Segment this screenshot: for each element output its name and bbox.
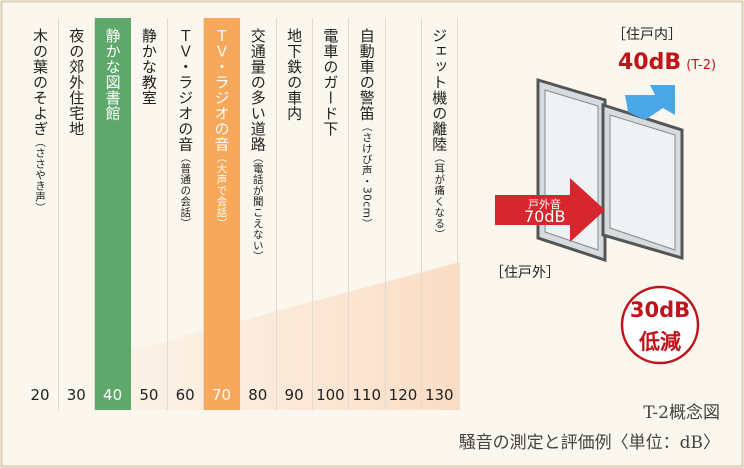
label-note: （電話が聞こえない） [251, 152, 264, 262]
column-label: ＴＶ・ラジオの音（普通の会話） [167, 28, 203, 229]
label-text: 電車のガード下 [321, 28, 340, 137]
label-text: ＴＶ・ラジオの音 [176, 28, 195, 152]
level-value: 130 [424, 386, 454, 404]
inside-level: 40dB (T-2) [618, 50, 716, 75]
outside-level: 70dB [524, 207, 566, 226]
label-text: 夜の郊外住宅地 [67, 28, 86, 137]
label-text: 地下鉄の車内 [285, 28, 304, 121]
label-note: （大声で会話） [215, 152, 228, 229]
reduction: 30dB [629, 298, 691, 322]
level-value: 20 [30, 386, 50, 404]
level-value: 30 [66, 386, 86, 404]
column-label: 自動車の警笛（さけび声・30cm） [349, 28, 385, 229]
label-text: ジェット機の離陸 [430, 28, 449, 152]
level-value: 90 [284, 386, 304, 404]
label-text: 静かな図書館 [103, 28, 122, 121]
column: 地下鉄の車内 90 [276, 18, 314, 410]
inside-label: ［住戸内］ [612, 27, 682, 43]
label-text: 自動車の警笛 [357, 28, 376, 121]
label-text: 交通量の多い道路 [248, 28, 267, 152]
column-label: ジェット機の離陸（耳が痛くなる） [421, 28, 457, 240]
label-text: 静かな教室 [139, 28, 158, 106]
column: ＴＶ・ラジオの音（大声で会話） 70 [203, 18, 240, 410]
inside-arrow [625, 85, 675, 120]
level-gradient [95, 262, 460, 410]
inside-level-value: 40dB [618, 50, 682, 75]
label-note: （さけび声・30cm） [360, 121, 373, 230]
caption-subtitle: 騒音の測定と評価例〈単位：dB〉 [458, 433, 720, 453]
column-label: 地下鉄の車内 [276, 28, 312, 121]
column: ＴＶ・ラジオの音（普通の会話） 60 [167, 18, 205, 410]
level-value: 110 [352, 386, 381, 404]
outside-label: 戸外音 [528, 198, 561, 211]
label-text: ＴＶ・ラジオの音 [212, 28, 231, 152]
level-value: 100 [316, 386, 345, 404]
column: 夜の郊外住宅地 30 [58, 18, 96, 410]
reduction-badge [620, 285, 700, 365]
column: 自動車の警笛（さけび声・30cm） 110 [349, 18, 386, 410]
column-label: 電車のガード下 [312, 28, 348, 137]
level-value: 40 [103, 386, 123, 404]
level-value: 120 [388, 386, 418, 404]
level-value: 50 [139, 386, 159, 404]
column-label: 木の葉のそよぎ（ささやき声） [22, 28, 58, 214]
inside-grade: (T-2) [686, 58, 717, 73]
label-note: （ささやき声） [34, 136, 46, 214]
column-label: 静かな図書館 [95, 28, 131, 121]
column: 交通量の多い道路（電話が聞こえない） 80 [240, 18, 277, 410]
label-note: （普通の会話） [179, 152, 192, 229]
column-label: 静かな教室 [131, 28, 167, 106]
window-glass [609, 114, 676, 251]
level-value: 70 [211, 386, 232, 404]
column: 静かな図書館 40 [94, 18, 131, 410]
column-label: ＴＶ・ラジオの音（大声で会話） [204, 28, 240, 229]
column: ジェット機の離陸（耳が痛くなる） 130 [421, 18, 459, 410]
caption-title: T-2概念図 [643, 403, 720, 423]
level-value: 60 [175, 386, 195, 404]
column: 木の葉のそよぎ（ささやき声） 20 [22, 18, 59, 410]
column-label: 夜の郊外住宅地 [58, 28, 94, 137]
reduction-word: 低減 [639, 330, 681, 354]
label-text: 木の葉のそよぎ [31, 28, 49, 137]
level-value: 80 [248, 386, 268, 404]
column: 電車のガード下 100 [312, 18, 350, 410]
outside-arrow [495, 178, 605, 242]
column-label: 交通量の多い道路（電話が聞こえない） [240, 28, 276, 262]
label-note: （耳が痛くなる） [433, 152, 446, 240]
column: 120 [385, 18, 422, 410]
outside-place: ［住戸外］ [490, 265, 560, 281]
column: 静かな教室 50 [131, 18, 168, 410]
